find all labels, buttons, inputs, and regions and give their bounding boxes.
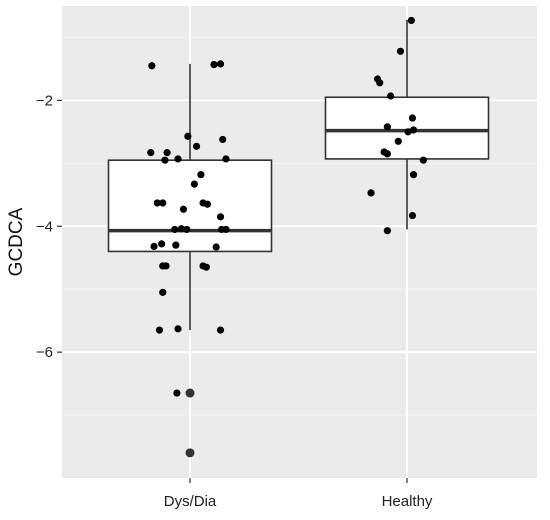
data-point xyxy=(409,126,418,134)
data-point xyxy=(163,149,171,157)
data-point xyxy=(183,225,191,234)
data-points xyxy=(147,16,427,397)
data-point xyxy=(367,189,375,197)
data-point xyxy=(148,62,156,70)
data-point xyxy=(162,262,170,270)
data-point xyxy=(171,225,179,234)
data-point xyxy=(216,60,225,68)
data-point xyxy=(147,149,155,157)
data-point xyxy=(383,123,391,131)
data-point xyxy=(419,156,427,164)
data-point xyxy=(159,199,167,207)
data-point xyxy=(387,92,395,100)
axes: −2 −4 −6 Dys/Dia Healthy xyxy=(36,92,433,510)
x-tick-label: Dys/Dia xyxy=(164,493,217,510)
data-point xyxy=(394,137,402,145)
data-point xyxy=(210,60,218,69)
data-point xyxy=(197,171,205,179)
data-point xyxy=(153,199,161,207)
data-point xyxy=(396,47,405,55)
data-point xyxy=(174,155,182,163)
data-point xyxy=(407,16,415,25)
data-point xyxy=(161,156,169,164)
data-point xyxy=(376,79,384,87)
data-point xyxy=(192,142,201,150)
data-point xyxy=(202,263,210,271)
box-dysdia xyxy=(107,63,273,458)
y-tick-label: −4 xyxy=(36,218,53,235)
data-point xyxy=(158,240,166,248)
data-point xyxy=(408,211,417,220)
data-point xyxy=(203,200,212,208)
data-point xyxy=(404,128,412,136)
x-tick-label: Healthy xyxy=(382,493,433,510)
data-point xyxy=(177,225,185,233)
data-point xyxy=(222,225,230,234)
y-tick-label: −2 xyxy=(36,92,53,109)
data-point xyxy=(409,171,418,179)
data-point xyxy=(190,180,198,188)
data-point xyxy=(159,288,167,296)
data-point xyxy=(216,213,225,221)
outlier-point xyxy=(185,448,195,458)
data-point xyxy=(219,135,227,144)
box-iqr xyxy=(324,96,490,160)
data-point xyxy=(184,132,192,140)
data-point xyxy=(216,326,225,334)
outlier-point xyxy=(185,388,195,398)
box-healthy xyxy=(324,19,490,230)
data-point xyxy=(212,243,220,251)
data-point xyxy=(172,241,180,249)
y-tick-label: −6 xyxy=(36,344,53,361)
data-point xyxy=(173,389,181,397)
y-axis-title: GCDCA xyxy=(6,207,27,276)
box-iqr xyxy=(107,159,273,253)
data-point xyxy=(179,205,188,213)
data-point xyxy=(383,150,391,158)
data-point xyxy=(408,114,417,122)
data-point xyxy=(383,227,391,235)
data-point xyxy=(150,242,158,251)
data-point xyxy=(155,326,164,334)
data-point xyxy=(222,155,230,163)
data-point xyxy=(174,325,182,333)
boxes xyxy=(107,19,490,458)
